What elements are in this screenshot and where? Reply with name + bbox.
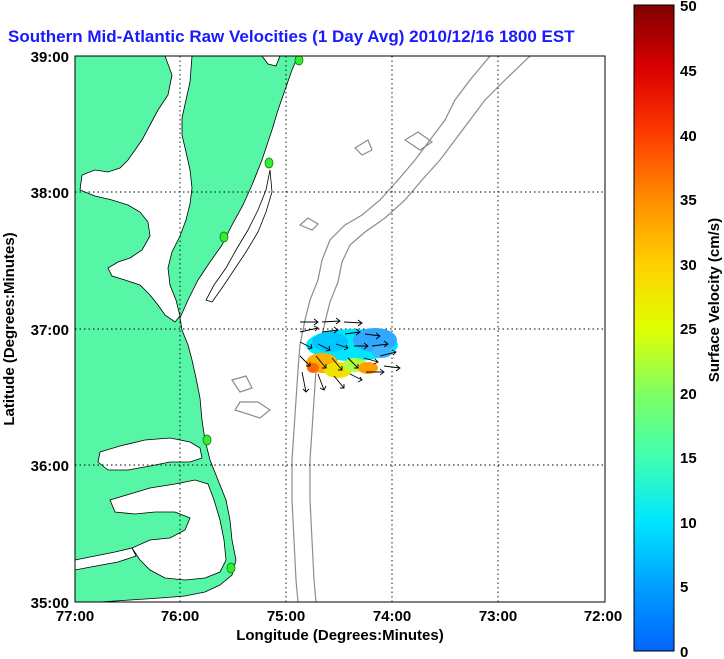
x-tick-label: 73:00 [479,608,517,625]
bathymetry-contour-3 [231,131,434,419]
x-axis: 77:00 76:00 75:00 74:00 73:00 72:00 Long… [56,608,622,644]
colorbar-tick-label: 45 [680,63,697,80]
pamlico-river [75,547,137,571]
x-axis-label: Longitude (Degrees:Minutes) [236,627,444,644]
y-tick-label: 39:00 [31,49,69,66]
colorbar-tick-label: 0 [680,644,688,659]
bathymetry-contour-1 [291,56,491,602]
x-tick-label: 72:00 [584,608,622,625]
station-marker [202,434,212,446]
albemarle-sound [97,437,203,471]
y-tick-label: 35:00 [31,595,69,612]
plot-frame [74,55,606,603]
bathymetry-contour-2 [309,56,531,602]
colorbar-tick-label: 10 [680,515,697,532]
colorbar-tick-label: 50 [680,0,697,15]
station-marker [219,231,229,243]
x-tick-label: 74:00 [373,608,411,625]
pamlico-sound [109,479,227,581]
y-axis-label: Latitude (Degrees:Minutes) [1,232,18,425]
colorbar-tick-label: 5 [680,579,688,596]
radar-stations [202,56,304,574]
y-tick-label: 36:00 [31,458,69,475]
y-tick-label: 37:00 [31,322,69,339]
y-tick-label: 38:00 [31,185,69,202]
colorbar-tick-label: 15 [680,450,697,467]
station-marker [264,157,274,169]
colorbar-gradient [633,4,675,652]
chart-title: Southern Mid-Atlantic Raw Velocities (1 … [8,27,575,46]
velocity-field [306,328,398,378]
colorbar-label: Surface Velocity (cm/s) [706,218,723,382]
y-axis: 39:00 38:00 37:00 36:00 35:00 Latitude (… [1,49,69,612]
colorbar-tick-label: 35 [680,192,697,209]
grid [75,56,605,602]
chesapeake-bay [79,56,193,323]
coastal-lagoon [205,169,273,303]
station-marker [226,562,236,574]
colorbar-tick-label: 25 [680,321,697,338]
velocity-arrows [299,317,401,393]
plot-area [75,56,605,602]
colorbar-tick-label: 40 [680,128,697,145]
colorbar-tick-label: 20 [680,386,697,403]
delaware-bay [261,56,281,67]
station-marker [294,56,304,66]
x-tick-label: 77:00 [56,608,94,625]
colorbar: 50 45 40 35 30 25 20 15 10 5 0 Surface V… [633,0,723,659]
x-tick-label: 76:00 [161,608,199,625]
colorbar-tick-label: 30 [680,257,697,274]
x-tick-label: 75:00 [267,608,305,625]
